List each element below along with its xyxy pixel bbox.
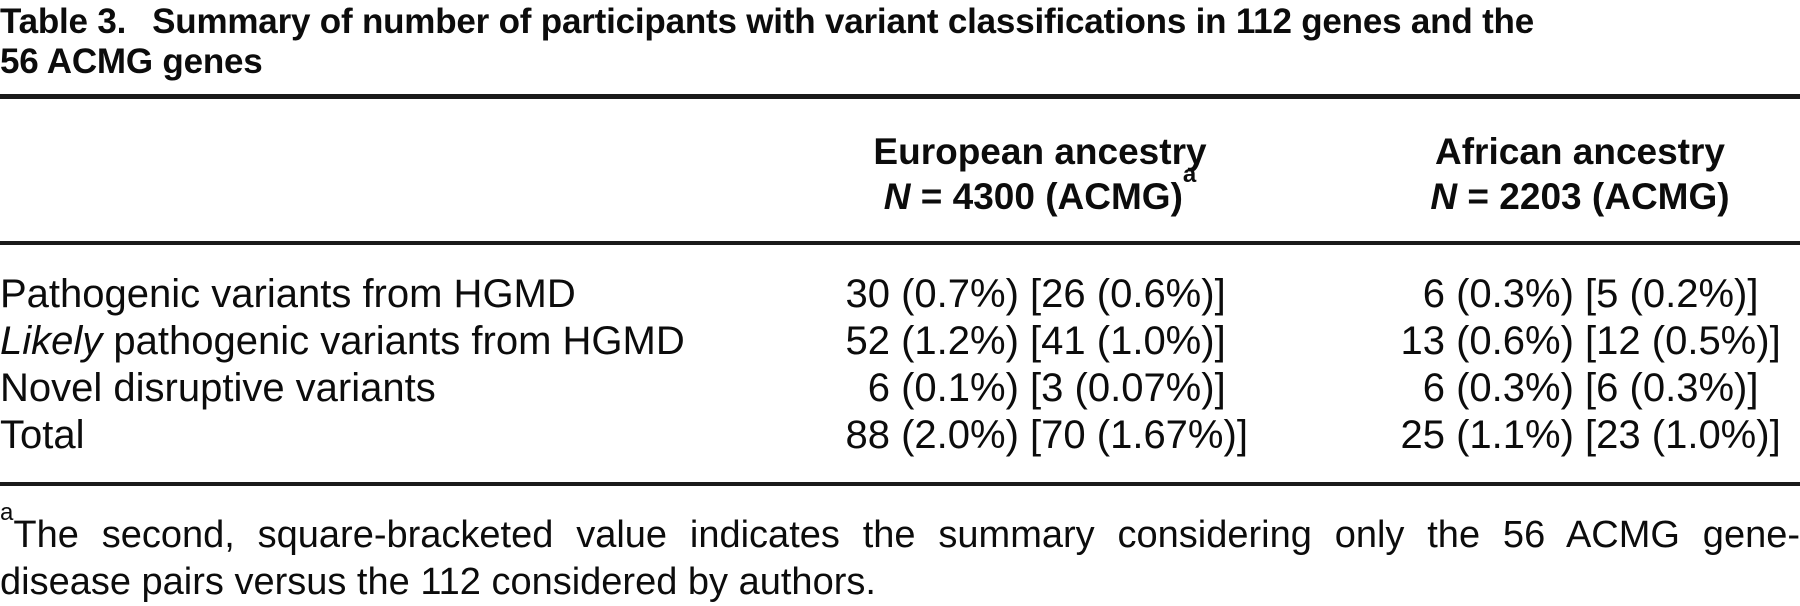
- table-title-line2: 56 ACMG genes: [0, 42, 263, 81]
- cell-detail: (0.1%) [3 (0.07%)]: [890, 366, 1226, 410]
- cell-detail: (0.3%) [6 (0.3%)]: [1445, 366, 1759, 410]
- header-european-ancestry: European ancestry N = 4300 (ACMG)a: [770, 129, 1310, 219]
- cell-african-value: 13 (0.6%) [12 (0.5%)]: [1310, 318, 1800, 365]
- row-label: Likely pathogenic variants from HGMD: [0, 318, 770, 365]
- header-african-line2: N = 2203 (ACMG): [1360, 174, 1800, 219]
- table-row-pathogenic: Pathogenic variants from HGMD 30 (0.7%) …: [0, 271, 1800, 318]
- cell-count: 6: [1422, 366, 1445, 410]
- cell-count: 25: [1400, 413, 1446, 457]
- row-label: Novel disruptive variants: [0, 365, 770, 412]
- cell-count: 6: [1422, 272, 1445, 316]
- row-label-text: Total: [0, 413, 85, 457]
- footnote-text-line1: The second, square-bracketed value indic…: [13, 514, 1800, 556]
- top-rule: [0, 94, 1800, 99]
- footnote-line2: disease pairs versus the 112 considered …: [0, 561, 876, 603]
- header-african-n-value: = 2203 (ACMG): [1457, 176, 1730, 217]
- cell-detail: (0.3%) [5 (0.2%)]: [1445, 272, 1759, 316]
- cell-count: 88: [845, 413, 891, 457]
- footnote-marker-superscript: a: [1182, 160, 1197, 188]
- header-body-divider-rule: [0, 241, 1800, 245]
- row-label: Total: [0, 412, 770, 459]
- header-stub-cell: [0, 129, 770, 219]
- column-header-row: European ancestry N = 4300 (ACMG)a Afric…: [0, 99, 1800, 241]
- cell-european-value: 52 (1.2%) [41 (1.0%)]: [770, 318, 1310, 365]
- cell-european-value: 30 (0.7%) [26 (0.6%)]: [770, 271, 1310, 318]
- table-footnote: aThe second, square-bracketed value indi…: [0, 486, 1800, 606]
- table-number-label: Table 3.: [0, 2, 127, 41]
- body-footnote-divider-rule: [0, 482, 1800, 486]
- cell-european-value: 88 (2.0%) [70 (1.67%)]: [770, 412, 1310, 459]
- row-label-text: Novel disruptive variants: [0, 366, 436, 410]
- row-label-text: pathogenic variants from HGMD: [102, 319, 685, 363]
- italic-n: N: [883, 176, 911, 217]
- header-african-line1: African ancestry: [1435, 131, 1725, 172]
- header-european-line1: European ancestry: [873, 131, 1207, 172]
- row-label-text: Pathogenic variants from HGMD: [0, 272, 576, 316]
- row-label-italic-prefix: Likely: [0, 319, 103, 363]
- header-european-line2: N = 4300 (ACMG)a: [770, 162, 1310, 219]
- header-european-n-value: = 4300 (ACMG): [910, 176, 1183, 217]
- cell-count: 30: [845, 272, 891, 316]
- cell-african-value: 6 (0.3%) [5 (0.2%)]: [1310, 271, 1800, 318]
- cell-detail: (1.1%) [23 (1.0%)]: [1445, 413, 1781, 457]
- cell-african-value: 6 (0.3%) [6 (0.3%)]: [1310, 365, 1800, 412]
- table-row-likely-pathogenic: Likely pathogenic variants from HGMD 52 …: [0, 318, 1800, 365]
- table-row-novel-disruptive: Novel disruptive variants 6 (0.1%) [3 (0…: [0, 365, 1800, 412]
- row-label: Pathogenic variants from HGMD: [0, 271, 770, 318]
- cell-european-value: 6 (0.1%) [3 (0.07%)]: [770, 365, 1310, 412]
- table-title-line1: Summary of number of participants with v…: [152, 2, 1534, 41]
- header-african-ancestry: African ancestry N = 2203 (ACMG): [1310, 129, 1800, 219]
- footnote-marker: a: [0, 499, 14, 527]
- footnote-line1: aThe second, square-bracketed value indi…: [0, 501, 1800, 559]
- cell-detail: (0.6%) [12 (0.5%)]: [1445, 319, 1781, 363]
- cell-count: 52: [845, 319, 891, 363]
- cell-african-value: 25 (1.1%) [23 (1.0%)]: [1310, 412, 1800, 459]
- table-body: Pathogenic variants from HGMD 30 (0.7%) …: [0, 245, 1800, 459]
- cell-detail: (0.7%) [26 (0.6%)]: [890, 272, 1226, 316]
- cell-count: 13: [1400, 319, 1446, 363]
- italic-n: N: [1430, 176, 1458, 217]
- cell-detail: (1.2%) [41 (1.0%)]: [890, 319, 1226, 363]
- table-title: Table 3. Summary of number of participant…: [0, 0, 1800, 82]
- cell-count: 6: [867, 366, 890, 410]
- table-row-total: Total 88 (2.0%) [70 (1.67%)] 25 (1.1%) […: [0, 412, 1800, 459]
- cell-detail: (2.0%) [70 (1.67%)]: [890, 413, 1248, 457]
